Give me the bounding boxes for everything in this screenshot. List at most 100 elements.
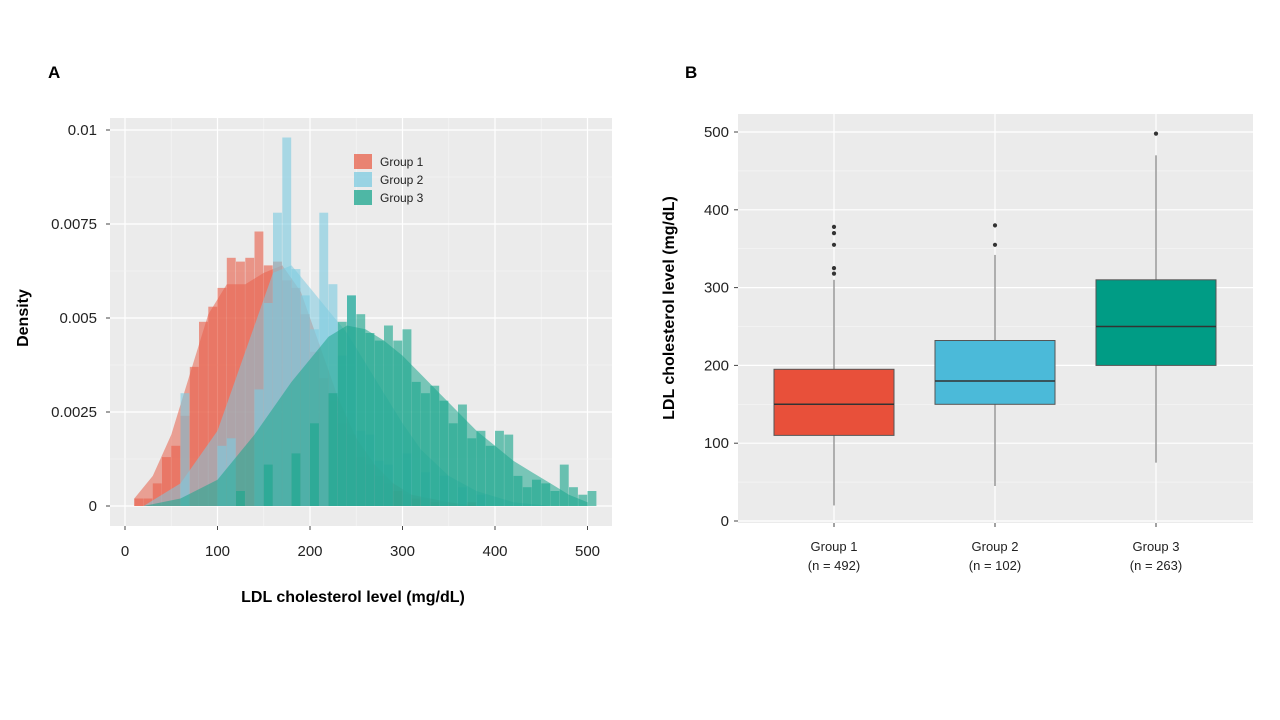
panel-b-y-ticks: 0 100 200 300 400 500 [704,124,738,530]
histogram-bar-group-1 [189,366,199,506]
histogram-bar-group-1 [171,445,181,506]
histogram-bar-group-1 [134,498,144,506]
histogram-bar-group-3 [448,423,458,506]
panel-a-y-axis-title: Density [15,289,32,347]
y-tick-label: 0.0075 [51,216,97,233]
panel-b-y-axis-title: LDL cholesterol level (mg/dL) [661,196,678,420]
category-label: Group 2 [972,539,1019,554]
category-label: Group 1 [811,539,858,554]
category-n-label: (n = 263) [1130,558,1182,573]
x-tick-label: 100 [205,543,230,560]
x-tick-label: 400 [482,543,507,560]
panel-b-letter: B [685,63,697,82]
histogram-bar-group-3 [421,393,430,506]
histogram-bar-group-1 [226,257,236,506]
histogram-bar-group-3 [458,404,467,506]
box-2 [934,340,1056,405]
y-tick-label: 400 [704,202,729,219]
outlier-point [831,231,837,236]
histogram-bar-group-3 [310,423,319,506]
histogram-bar-group-3 [263,464,273,506]
legend-swatch-group-2 [354,172,372,187]
histogram-bar-group-3 [541,483,551,506]
histogram-bar-group-2 [273,212,282,506]
outlier-point [831,271,837,276]
histogram-bar-group-1 [208,306,218,506]
panel-a-y-ticks: 0 0.0025 0.005 0.0075 0.01 [51,122,110,515]
histogram-bar-group-3 [374,340,384,506]
histogram-bar-group-3 [467,438,477,506]
histogram-bar-group-1 [199,321,208,506]
legend-swatch-group-1 [354,154,372,169]
category-label: Group 3 [1133,539,1180,554]
legend-label-group-1: Group 1 [380,155,424,169]
histogram-bar-group-3 [532,479,541,506]
category-n-label: (n = 492) [808,558,860,573]
histogram-bar-group-3 [430,385,440,506]
outlier-point [831,242,837,247]
histogram-bar-group-3 [485,445,495,506]
histogram-bar-group-3 [291,453,301,506]
histogram-bar-group-3 [476,430,486,506]
x-tick-label: 200 [297,543,322,560]
histogram-bar-group-3 [569,487,578,506]
panel-a-letter: A [48,63,60,82]
histogram-bar-group-3 [393,340,403,506]
outlier-point [992,242,998,247]
histogram-bar-group-1 [143,498,153,506]
histogram-bar-group-3 [439,400,449,506]
histogram-bar-group-1 [162,457,171,506]
legend-label-group-2: Group 2 [380,173,424,187]
category-n-label: (n = 102) [969,558,1021,573]
histogram-bar-group-1 [152,483,162,506]
outlier-point [992,223,998,228]
histogram-bar-group-3 [365,333,375,506]
histogram-bar-group-3 [347,295,356,506]
y-tick-label: 0.01 [68,122,97,139]
y-tick-label: 100 [704,435,729,452]
histogram-bar-group-2 [180,393,190,506]
y-tick-label: 500 [704,124,729,141]
y-tick-label: 0 [89,498,97,515]
panel-a-x-axis-title: LDL cholesterol level (mg/dL) [241,589,465,606]
histogram-bar-group-3 [328,393,338,506]
histogram-bar-group-3 [411,381,421,506]
box-1 [773,368,895,436]
legend-label-group-3: Group 3 [380,191,424,205]
histogram-bar-group-1 [217,287,227,506]
box-3 [1095,279,1217,366]
histogram-bar-group-3 [504,434,514,506]
y-tick-label: 0 [721,513,729,530]
histogram-bar-group-3 [550,491,560,506]
histogram-bar-group-3 [402,329,412,506]
outlier-point [831,224,837,229]
histogram-bar-group-3 [356,314,366,506]
panel-b-boxplot: 0 100 200 300 400 500 Group 1 (n = 492) Group 2… [661,114,1253,573]
y-tick-label: 300 [704,280,729,297]
histogram-bar-group-3 [587,491,597,506]
y-tick-label: 200 [704,357,729,374]
panel-a-legend: Group 1 Group 2 Group 3 [354,154,424,205]
panel-b-marks [773,131,1217,506]
legend-swatch-group-3 [354,190,372,205]
histogram-bar-group-3 [236,491,245,506]
panel-a-x-ticks: 0 100 200 300 400 500 [121,526,600,560]
histogram-bar-group-3 [384,325,393,506]
y-tick-label: 0.005 [59,310,97,327]
outlier-point [1153,131,1159,136]
histogram-bar-group-3 [495,430,504,506]
x-tick-label: 300 [390,543,415,560]
panel-b-x-ticks: Group 1 (n = 492) Group 2 (n = 102) Group 3 (… [808,523,1182,573]
panel-a-marks [134,137,597,506]
histogram-bar-group-3 [513,475,523,506]
outlier-point [831,266,837,271]
histogram-bar-group-2 [282,137,292,506]
histogram-bar-group-2 [263,303,273,506]
y-tick-label: 0.0025 [51,404,97,421]
histogram-bar-group-3 [337,321,347,506]
histogram-bar-group-3 [559,464,569,506]
x-tick-label: 500 [575,543,600,560]
histogram-bar-group-3 [522,487,532,506]
